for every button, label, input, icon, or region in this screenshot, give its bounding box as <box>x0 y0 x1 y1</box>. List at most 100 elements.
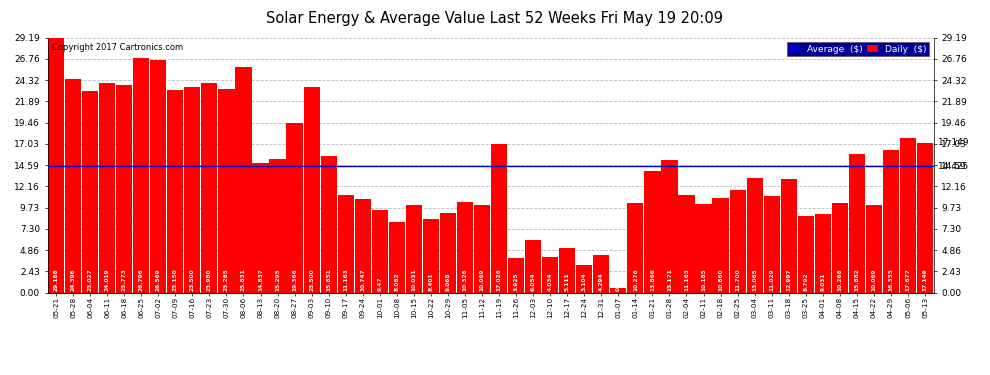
Text: 17.149: 17.149 <box>923 268 928 291</box>
Bar <box>269 159 286 292</box>
Bar <box>201 83 218 292</box>
Bar <box>917 143 934 292</box>
Text: 19.366: 19.366 <box>292 268 297 291</box>
Text: 15.882: 15.882 <box>854 268 859 291</box>
Text: 26.796: 26.796 <box>139 268 144 291</box>
Bar <box>252 163 268 292</box>
Text: 15.651: 15.651 <box>326 268 332 291</box>
Text: 13.866: 13.866 <box>649 268 655 291</box>
Text: 26.569: 26.569 <box>155 268 160 291</box>
Bar <box>628 203 644 292</box>
Text: 10.268: 10.268 <box>838 268 842 291</box>
Bar <box>389 222 405 292</box>
Text: 4.294: 4.294 <box>599 273 604 291</box>
Bar <box>48 38 64 292</box>
Bar <box>832 203 848 292</box>
Text: 23.150: 23.150 <box>173 268 178 291</box>
Text: Solar Energy & Average Value Last 52 Weeks Fri May 19 20:09: Solar Energy & Average Value Last 52 Wee… <box>266 11 724 26</box>
Text: 4.034: 4.034 <box>547 273 552 291</box>
Text: 8.792: 8.792 <box>803 273 808 291</box>
Bar <box>576 266 592 292</box>
Bar <box>525 240 542 292</box>
Text: 13.065: 13.065 <box>752 268 757 291</box>
Bar <box>167 90 183 292</box>
Bar <box>116 85 133 292</box>
Bar <box>900 138 916 292</box>
Bar <box>730 190 745 292</box>
Bar <box>866 204 882 292</box>
Text: 14.425: 14.425 <box>938 162 969 171</box>
Text: 24.019: 24.019 <box>105 268 110 291</box>
Bar <box>423 219 439 292</box>
Bar <box>644 171 660 292</box>
Text: 17.026: 17.026 <box>497 268 502 291</box>
Text: 23.500: 23.500 <box>309 268 314 291</box>
Bar <box>286 123 303 292</box>
Text: 9.47: 9.47 <box>377 277 382 291</box>
Text: 10.069: 10.069 <box>871 269 876 291</box>
Text: 17.677: 17.677 <box>906 268 911 291</box>
Text: 23.027: 23.027 <box>88 268 93 291</box>
Text: 23.980: 23.980 <box>207 268 212 291</box>
Text: 10.860: 10.860 <box>718 268 723 291</box>
Text: 11.163: 11.163 <box>344 268 348 291</box>
Text: 17.149: 17.149 <box>938 138 969 147</box>
Bar <box>508 258 524 292</box>
Text: 14.837: 14.837 <box>258 268 263 291</box>
Bar <box>321 156 337 292</box>
Text: 10.747: 10.747 <box>360 268 365 291</box>
Text: 3.104: 3.104 <box>582 273 587 291</box>
Text: 23.773: 23.773 <box>122 268 127 291</box>
Bar <box>746 178 762 292</box>
Bar <box>457 202 473 292</box>
Text: 10.185: 10.185 <box>701 268 706 291</box>
Text: 23.500: 23.500 <box>190 268 195 291</box>
Bar <box>150 60 166 292</box>
Bar <box>781 179 797 292</box>
Bar <box>354 199 371 292</box>
Bar <box>713 198 729 292</box>
Bar <box>543 257 558 292</box>
Bar <box>304 87 320 292</box>
Bar <box>219 89 235 292</box>
Text: 16.355: 16.355 <box>888 268 893 291</box>
Legend: Average  ($), Daily  ($): Average ($), Daily ($) <box>787 42 929 56</box>
Text: 10.031: 10.031 <box>412 268 417 291</box>
Text: 11.029: 11.029 <box>769 268 774 291</box>
Text: 29.188: 29.188 <box>53 268 58 291</box>
Text: 0.554: 0.554 <box>616 273 621 291</box>
Bar <box>815 214 831 292</box>
Text: 6.054: 6.054 <box>531 273 536 291</box>
Text: 11.700: 11.700 <box>736 268 741 291</box>
Text: 10.276: 10.276 <box>633 268 638 291</box>
Bar <box>661 160 677 292</box>
Bar <box>440 213 456 292</box>
Bar <box>491 144 507 292</box>
Text: 25.831: 25.831 <box>241 268 246 291</box>
Bar <box>678 195 695 292</box>
Bar <box>593 255 610 292</box>
Text: 5.111: 5.111 <box>564 273 569 291</box>
Bar <box>82 92 98 292</box>
Text: Copyright 2017 Cartronics.com: Copyright 2017 Cartronics.com <box>51 43 183 52</box>
Text: 24.396: 24.396 <box>70 268 75 291</box>
Text: 12.997: 12.997 <box>786 268 791 291</box>
Text: 10.069: 10.069 <box>479 269 484 291</box>
Text: 9.031: 9.031 <box>821 273 826 291</box>
Text: 8.401: 8.401 <box>429 273 434 291</box>
Text: 3.925: 3.925 <box>514 273 519 291</box>
Bar <box>338 195 353 292</box>
Text: 15.171: 15.171 <box>667 268 672 291</box>
Bar <box>133 58 149 292</box>
Bar <box>99 82 115 292</box>
Bar <box>371 210 388 292</box>
Text: 23.285: 23.285 <box>224 268 229 291</box>
Bar <box>763 196 780 292</box>
Bar <box>559 248 575 292</box>
Bar <box>695 204 712 292</box>
Text: 8.082: 8.082 <box>394 273 399 291</box>
Text: 15.295: 15.295 <box>275 268 280 291</box>
Bar <box>406 205 422 292</box>
Bar <box>610 288 627 292</box>
Bar <box>65 80 81 292</box>
